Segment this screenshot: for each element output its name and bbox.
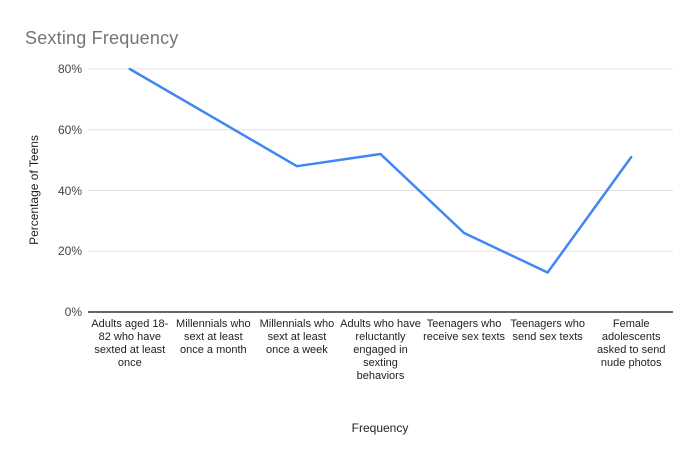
x-category-label: Millennials who sext at least once a wee… bbox=[259, 318, 335, 356]
x-category-label: Adults who have reluctantly engaged in s… bbox=[340, 318, 421, 382]
y-tick-label: 80% bbox=[57, 62, 82, 76]
x-category-label: Female adolescents asked to send nude ph… bbox=[596, 318, 666, 369]
data-series-line bbox=[128, 67, 633, 274]
x-category-label: Millennials who sext at least once a mon… bbox=[176, 318, 251, 356]
chart-title: Sexting Frequency bbox=[25, 28, 179, 48]
x-axis-title: Frequency bbox=[351, 421, 409, 435]
x-category-label: Adults aged 18-82 who have sexted at lea… bbox=[91, 318, 169, 369]
y-tick-label: 0% bbox=[64, 305, 82, 319]
y-tick-label: 40% bbox=[57, 183, 82, 198]
x-category-label: Teenagers who send sex texts bbox=[510, 318, 585, 343]
y-tick-label: 20% bbox=[57, 244, 82, 259]
y-tick-label: 60% bbox=[57, 122, 82, 137]
x-category-label: Teenagers who receive sex texts bbox=[423, 318, 506, 343]
